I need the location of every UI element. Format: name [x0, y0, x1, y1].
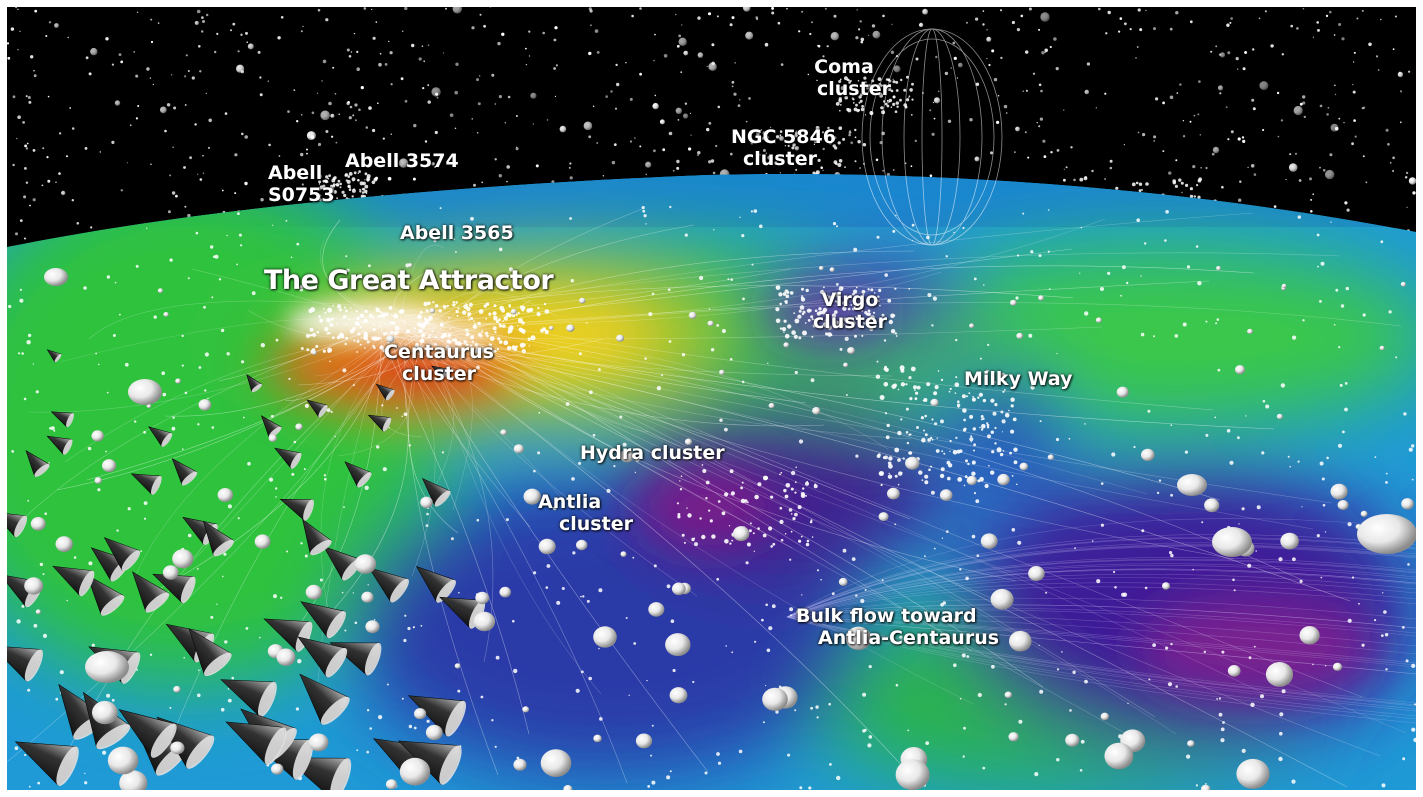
abell-s0753-label: Abell S0753	[268, 162, 335, 206]
virgo-cluster-label: Virgo cluster	[813, 289, 887, 333]
density-map-scene	[7, 7, 1416, 790]
centaurus-cluster-label: Centaurus cluster	[384, 341, 494, 385]
coma-wireframe	[861, 28, 1003, 246]
density-surface	[7, 174, 1416, 790]
antlia-cluster-label: Antlia cluster	[538, 491, 633, 535]
coma-cluster-label: Coma cluster	[814, 56, 891, 100]
galaxy-points	[7, 205, 1416, 790]
hydra-cluster-label: Hydra cluster	[580, 442, 725, 464]
galaxy-spheres	[24, 263, 1416, 790]
supercluster-visualization: Coma cluster NGC 5846 cluster Abell 3574 A…	[7, 7, 1416, 790]
ngc5846-cluster-label: NGC 5846 cluster	[731, 126, 836, 170]
abell3574-label: Abell 3574	[345, 150, 459, 172]
velocity-cones	[7, 349, 486, 790]
flow-streamlines	[7, 208, 1416, 788]
bulk-flow-label: Bulk flow toward Antlia-Centaurus	[796, 605, 1000, 649]
abell3565-label: Abell 3565	[400, 222, 514, 244]
background-galaxies	[7, 7, 1416, 259]
great-attractor-label: The Great Attractor	[264, 265, 554, 296]
milky-way-label: Milky Way	[964, 368, 1073, 390]
